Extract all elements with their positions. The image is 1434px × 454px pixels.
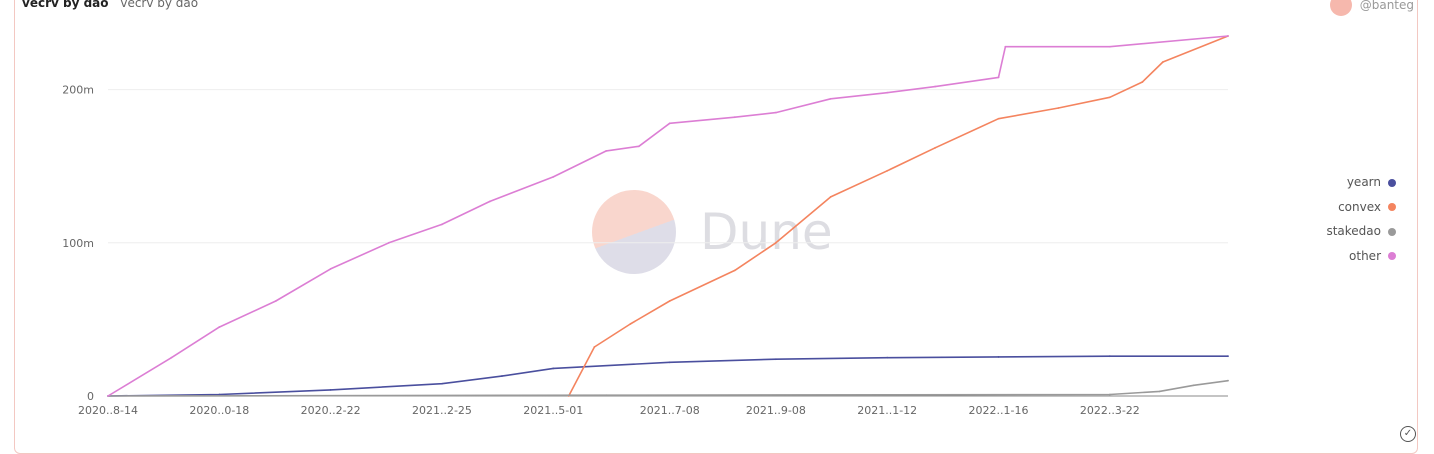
data-point-convex [593,346,596,348]
data-point-other [387,241,390,244]
data-point-other [107,395,109,397]
dune-watermark: Dune [592,190,833,274]
legend-label: other [1349,248,1381,263]
data-point-stakedao [1192,384,1195,387]
data-point-other [934,85,937,88]
avatar [1329,0,1352,16]
data-point-other [1004,45,1007,48]
data-point-other [552,176,555,178]
data-point-other [637,145,640,148]
data-point-convex [774,241,777,244]
data-point-yearn [1108,355,1111,358]
legend-label: convex [1338,199,1381,214]
data-point-yearn [218,393,221,396]
data-point-other [997,76,1000,79]
data-point-stakedao [1108,393,1111,396]
legend-item-convex[interactable]: convex [1326,199,1396,224]
data-point-convex [886,169,889,172]
check-circle-icon[interactable]: ✓ [1400,426,1416,442]
data-point-convex [668,300,671,302]
author-badge[interactable]: @banteg [1329,0,1414,16]
x-tick-label: 2022..1-16 [969,404,1029,417]
data-point-stakedao [605,394,608,397]
data-point-other [774,111,777,114]
data-point-other [668,122,671,125]
legend-item-yearn[interactable]: yearn [1326,174,1396,199]
x-tick-label: 2021..9-08 [746,404,806,417]
data-point-other [829,97,832,100]
data-point-other [1108,45,1111,48]
data-point-other [170,356,173,359]
data-point-yearn [552,367,555,370]
y-tick-label: 100m [62,237,94,250]
data-point-yearn [441,382,443,385]
x-tick-label: 2021..5-01 [523,404,583,417]
series-line-yearn [107,355,1228,397]
y-tick-label: 0 [87,390,94,403]
series-line-stakedao [107,379,1229,397]
data-point-convex [934,146,937,149]
data-point-convex [1057,107,1060,109]
x-tick-label: 2022..3-22 [1080,404,1140,417]
legend-label: stakedao [1326,224,1381,238]
data-point-other [605,149,608,152]
x-tick-label: 2021..7-08 [640,404,700,417]
data-point-yearn [500,375,503,377]
x-tick-label: 2020..8-14 [78,404,138,417]
data-point-stakedao [1158,390,1161,393]
legend-item-other[interactable]: other [1326,248,1396,273]
data-point-yearn [329,388,332,391]
legend-label: yearn [1346,175,1381,189]
data-point-yearn [1227,355,1229,358]
data-point-convex [1141,81,1144,83]
dune-logo-icon [592,190,676,274]
chart-title: vecrv by dao [22,0,109,10]
data-point-convex [1108,96,1111,99]
data-point-convex [997,117,1000,120]
x-tick-label: 2020..2-22 [301,404,361,417]
data-point-convex [1162,61,1164,63]
data-point-other [488,200,491,203]
data-point-other [441,223,443,226]
data-point-other [733,116,736,119]
legend-item-stakedao[interactable]: stakedao [1326,223,1396,248]
data-point-yearn [886,356,889,359]
data-point-convex [829,195,832,198]
data-point-other [274,300,277,302]
chart-subtitle: vecrv by dao [120,0,199,10]
x-tick-label: 2021..2-25 [412,404,472,417]
x-tick-label: 2020..0-18 [189,404,249,417]
y-tick-label: 200m [62,84,94,97]
data-point-other [1227,35,1229,37]
legend-dot [1388,252,1396,260]
data-point-other [886,91,889,94]
legend-dot [1388,227,1396,236]
data-point-yearn [774,358,777,361]
x-tick-label: 2021..1-12 [857,404,917,417]
data-point-yearn [668,361,671,364]
data-point-yearn [997,356,1000,358]
chart-legend: yearn convex stakedao other [1326,174,1396,272]
line-chart: 0 100m 200m 2020..8-14 2020..0-18 2020..2-22 2… [62,35,1229,417]
data-point-stakedao [1227,379,1229,382]
legend-dot [1388,178,1396,187]
chart-title-row: vecrv by dao vecrv by dao [22,0,198,10]
watermark-text: Dune [700,203,833,261]
author-name: @banteg [1359,0,1414,12]
legend-dot [1388,203,1396,211]
data-point-convex [733,269,736,272]
data-point-convex [629,323,632,325]
data-point-other [329,267,332,270]
data-point-other [218,326,221,328]
